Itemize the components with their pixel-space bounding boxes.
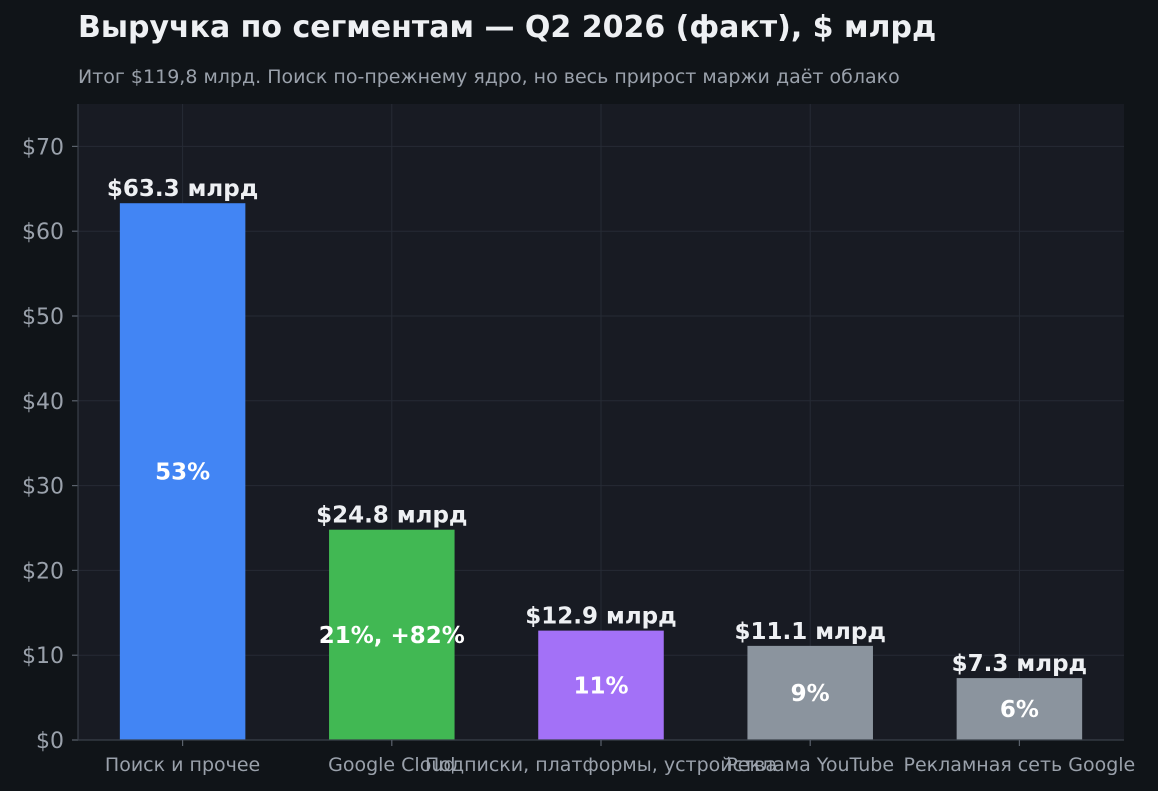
- x-tick-label: Подписки, платформы, устройства: [425, 754, 777, 776]
- bar: [538, 630, 664, 740]
- y-tick-label: $30: [22, 475, 64, 500]
- x-tick-label: Рекламная сеть Google: [904, 754, 1136, 776]
- x-tick-label: Google Cloud: [328, 754, 455, 776]
- bar: [329, 529, 455, 740]
- bar-value-label: $63.3 млрд: [107, 176, 258, 202]
- bars: $63.3 млрд 53% $24.8 млрд 21%, +82% $12.9 мл…: [107, 176, 1087, 740]
- y-tick-label: $70: [22, 135, 64, 160]
- bar-value-label: $12.9 млрд: [525, 604, 676, 630]
- y-tick-label: $0: [36, 729, 64, 754]
- bar-value-label: $11.1 млрд: [734, 619, 885, 645]
- y-tick-label: $40: [22, 390, 64, 415]
- bar-value-label: $24.8 млрд: [316, 503, 467, 529]
- chart-subtitle: Итог $119,8 млрд. Поиск по-прежнему ядро…: [78, 66, 900, 88]
- bar-share-label: 11%: [573, 673, 628, 699]
- bar-share-label: 53%: [155, 460, 210, 486]
- y-tick-label: $50: [22, 305, 64, 330]
- x-tick-label: Реклама YouTube: [726, 754, 894, 776]
- bar: [119, 203, 246, 740]
- bar-share-label: 9%: [791, 681, 830, 707]
- bar-value-label: $7.3 млрд: [952, 651, 1087, 677]
- bar-share-label: 21%, +82%: [319, 623, 465, 649]
- chart-title: Выручка по сегментам — Q2 2026 (факт), $…: [78, 10, 937, 45]
- y-axis-ticks: $0 $10 $20 $30 $40 $50 $60 $70: [22, 104, 79, 754]
- y-tick-label: $20: [22, 559, 64, 584]
- bar-share-label: 6%: [1000, 697, 1039, 723]
- y-tick-label: $10: [22, 644, 64, 669]
- x-tick-label: Поиск и прочее: [105, 754, 260, 776]
- bar: [747, 645, 873, 740]
- bar: [956, 678, 1083, 740]
- y-tick-label: $60: [22, 220, 64, 245]
